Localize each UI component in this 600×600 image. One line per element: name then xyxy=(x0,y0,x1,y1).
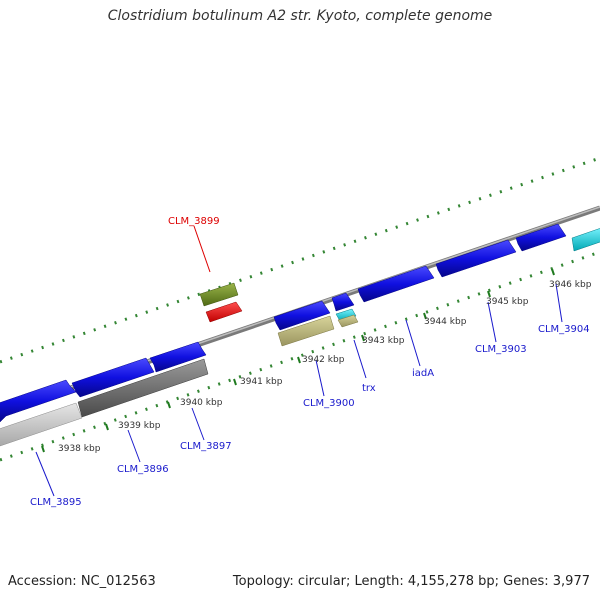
gene-label-clm-3896[interactable]: CLM_3896 xyxy=(117,464,169,475)
gene-arrow[interactable] xyxy=(515,223,567,252)
gene-labels: CLM_3899 CLM_3895 CLM_3896 CLM_3897 CLM_… xyxy=(30,216,590,508)
gene-arrow[interactable] xyxy=(149,341,207,373)
scale-label-3940: 3940 kbp xyxy=(180,398,223,408)
scale-label-3944: 3944 kbp xyxy=(424,317,467,327)
gene-label-clm-3899[interactable]: CLM_3899 xyxy=(168,216,220,227)
scale-labels: 3938 kbp 3939 kbp 3940 kbp 3941 kbp 3942… xyxy=(58,280,592,454)
gene-arrow[interactable] xyxy=(331,292,355,312)
gene-label-clm-3903[interactable]: CLM_3903 xyxy=(475,344,527,355)
gene-label-clm-3900[interactable]: CLM_3900 xyxy=(303,398,355,409)
gene-label-clm-3904[interactable]: CLM_3904 xyxy=(538,324,590,335)
gene-arrow[interactable] xyxy=(335,308,357,322)
scale-label-3942: 3942 kbp xyxy=(302,355,345,365)
scale-label-3945: 3945 kbp xyxy=(486,297,529,307)
gene-arrow[interactable] xyxy=(273,300,331,331)
scale-label-3943: 3943 kbp xyxy=(362,336,405,346)
accession-label: Accession: NC_012563 xyxy=(8,574,156,589)
inner-tick-ring xyxy=(0,250,600,462)
gene-arrow[interactable] xyxy=(357,265,435,303)
scale-label-3938: 3938 kbp xyxy=(58,444,101,454)
gene-arrow[interactable] xyxy=(0,402,83,447)
major-ticks xyxy=(41,268,555,453)
gene-arrow[interactable] xyxy=(199,282,239,307)
gene-label-clm-3895[interactable]: CLM_3895 xyxy=(30,497,82,508)
gene-arrow[interactable] xyxy=(571,227,600,252)
gene-arrow[interactable] xyxy=(277,315,335,347)
gene-arrow[interactable] xyxy=(205,301,243,323)
gene-arrow[interactable] xyxy=(435,239,517,278)
scale-label-3939: 3939 kbp xyxy=(118,421,161,431)
scale-label-3946: 3946 kbp xyxy=(549,280,592,290)
gene-label-clm-3897[interactable]: CLM_3897 xyxy=(180,441,232,452)
genome-summary: Topology: circular; Length: 4,155,278 bp… xyxy=(232,574,590,589)
label-leader-lines xyxy=(35,225,563,497)
scale-label-3941: 3941 kbp xyxy=(240,377,283,387)
second-row-genes xyxy=(0,308,359,447)
gene-arrow[interactable] xyxy=(77,358,209,418)
outer-tick-ring xyxy=(0,156,600,364)
gene-label-iada[interactable]: iadA xyxy=(412,368,434,379)
gene-arrow[interactable] xyxy=(71,357,155,398)
reverse-strand-genes xyxy=(199,282,243,323)
forward-strand-genes xyxy=(0,223,600,423)
map-title: Clostridium botulinum A2 str. Kyoto, com… xyxy=(107,8,493,24)
gene-arrow[interactable] xyxy=(337,314,359,328)
gene-label-trx[interactable]: trx xyxy=(362,383,376,394)
